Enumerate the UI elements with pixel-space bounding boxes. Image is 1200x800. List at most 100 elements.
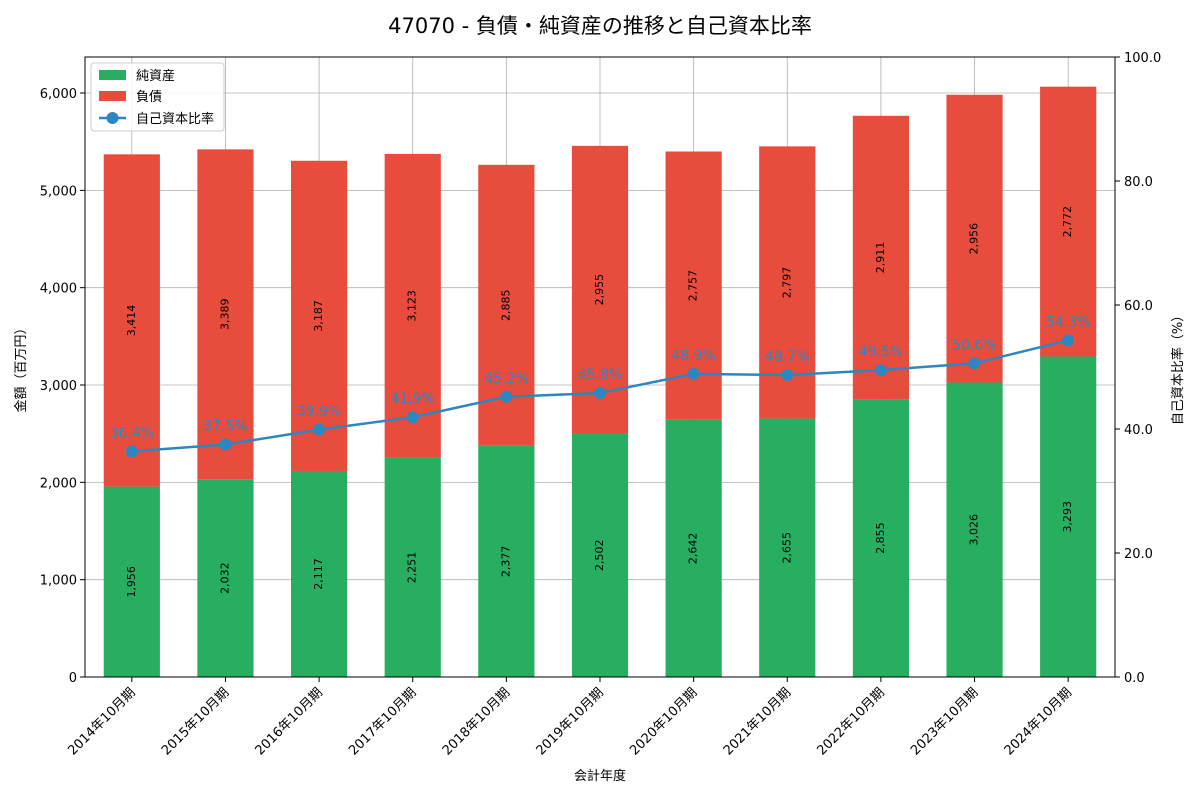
ratio-label: 45.8% [578,367,622,383]
x-tick-label: 2021年10月期 [721,685,794,758]
bar-net-assets [291,470,348,677]
chart-title: 47070 - 負債・純資産の推移と自己資本比率 [388,14,812,38]
bar-liabilities [1040,86,1097,357]
x-tick-label: 2018年10月期 [440,685,513,758]
bar-net-assets [759,418,816,677]
y-tick-label: 4,000 [40,282,77,297]
x-tick-label: 2016年10月期 [253,685,326,758]
bar-net-assets [197,479,254,677]
bar-liabilities [946,94,1003,383]
y-tick-label: 2,000 [40,476,77,491]
bar-label-net-assets: 1,956 [125,566,138,598]
bar-liabilities [197,149,254,480]
y-tick-label: 0 [69,671,77,686]
ratio-point [687,367,700,380]
bar-liabilities [571,145,629,434]
x-tick-label: 2014年10月期 [65,685,138,758]
y-tick-label: 3,000 [40,379,77,394]
y2-tick-label: 20.0 [1124,547,1153,562]
legend-label-ratio: 自己資本比率 [136,111,214,127]
bar-label-net-assets: 3,026 [968,514,981,546]
y-axis-title: 金額（百万円） [13,321,29,412]
ratio-point [781,369,794,382]
bar-label-liabilities: 2,911 [874,242,887,274]
bar-label-net-assets: 2,377 [499,546,512,578]
x-tick-label: 2019年10月期 [534,685,607,758]
bar-label-net-assets: 2,855 [874,522,887,554]
bar-label-liabilities: 2,955 [593,274,606,306]
bar-liabilities [384,153,441,458]
bar-label-liabilities: 2,757 [687,270,700,302]
y-tick-label: 1,000 [40,574,77,589]
ratio-point [874,364,887,377]
x-tick-label: 2015年10月期 [159,685,232,758]
bar-net-assets [665,419,722,677]
bar-label-net-assets: 3,293 [1061,501,1074,533]
ratio-line: 36.4% 37.5% 39.9% 41.9% 45.2% 45.8% 48.9% 48.7%… [110,314,1090,458]
y-tick-label: 6,000 [40,87,77,102]
y2-tick-label: 0.0 [1124,671,1145,686]
bar-net-assets [478,445,535,677]
x-tick-label: 2017年10月期 [346,685,419,758]
y2-tick-label: 80.0 [1124,175,1153,190]
bar-net-assets [1040,356,1097,677]
y2-tick-label: 40.0 [1124,423,1153,438]
y2-axis-title: 自己資本比率（%） [1170,309,1186,425]
bar-label-liabilities: 3,123 [406,290,419,322]
y2-tick-label: 100.0 [1124,51,1161,66]
ratio-label: 48.7% [765,349,809,365]
bar-label-liabilities: 2,885 [499,289,512,321]
bar-label-net-assets: 2,655 [780,532,793,564]
ratio-label: 48.9% [671,348,715,364]
y2-tick-label: 60.0 [1124,299,1153,314]
bar-label-net-assets: 2,251 [406,552,419,584]
bar-label-liabilities: 2,956 [968,223,981,255]
ratio-point [968,357,981,370]
bar-label-net-assets: 2,502 [593,539,606,571]
legend-swatch-ratio-marker [106,112,119,124]
bar-net-assets [946,382,1003,677]
ratio-label: 54.3% [1046,314,1090,330]
bar-net-assets [384,457,441,677]
bar-label-liabilities: 3,187 [312,300,325,332]
bar-labels: 1,956 3,414 2,032 3,389 2,117 3,187 2,251 3,123… [125,206,1074,598]
x-tick-label: 2023年10月期 [908,685,981,758]
ratio-point [594,387,606,400]
bar-liabilities [852,115,909,400]
ratio-label: 41.9% [390,391,434,407]
bar-label-liabilities: 2,772 [1061,206,1074,238]
bar-label-liabilities: 3,389 [218,299,231,331]
ratio-label: 36.4% [110,425,154,441]
bar-liabilities [291,160,348,471]
bar-label-liabilities: 2,797 [780,267,793,299]
legend-swatch-liabilities [99,91,126,101]
x-tick-label: 2024年10月期 [1002,685,1075,758]
ratio-label: 45.2% [484,371,528,387]
x-tick-label: 2022年10月期 [814,685,887,758]
ratio-point [1062,334,1075,347]
bar-liabilities [103,154,160,487]
ratio-point [406,411,419,424]
bar-label-liabilities: 3,414 [125,305,138,337]
ratio-label: 49.5% [859,344,903,360]
x-axis-title: 会計年度 [574,768,626,784]
bar-net-assets [103,486,160,677]
legend-swatch-net-assets [99,70,126,80]
legend-label-net-assets: 純資産 [136,68,175,84]
ratio-label: 50.6% [952,337,996,353]
ratio-point [219,438,232,451]
bar-net-assets [571,433,629,677]
ratio-point [313,423,326,436]
ratio-label: 37.5% [203,419,247,435]
bar-label-net-assets: 2,117 [312,558,325,590]
ratio-label: 39.9% [297,404,341,420]
ratio-point [125,445,138,458]
bar-label-net-assets: 2,032 [218,562,231,594]
y-tick-label: 5,000 [40,184,77,199]
bar-net-assets [852,399,909,677]
bar-label-net-assets: 2,642 [687,533,700,565]
x-tick-label: 2020年10月期 [627,685,700,758]
